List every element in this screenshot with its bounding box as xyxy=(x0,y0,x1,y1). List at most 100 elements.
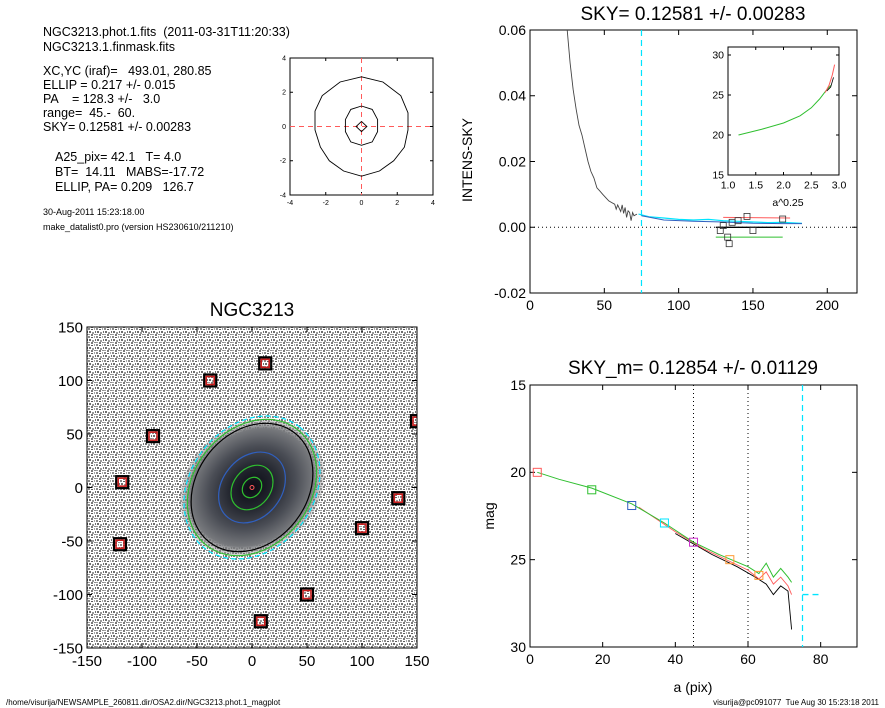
mask-square-inner xyxy=(260,358,271,369)
y-tick-label: 0.06 xyxy=(499,22,526,38)
mask-square-outer xyxy=(145,429,161,444)
footer-user: visurija@pc091077 Tue Aug 30 15:23:18 20… xyxy=(713,698,879,707)
mask-square-outer xyxy=(112,537,128,552)
param2-line: ELLIP, PA= 0.209 126.7 xyxy=(55,180,194,194)
mask-square-inner xyxy=(117,477,127,487)
x-axis-label: a (pix) xyxy=(674,679,713,695)
file-title: NGC3213.phot.1.fits (2011-03-31T11:20:33… xyxy=(43,25,290,39)
mag-sample-marker xyxy=(587,485,597,495)
mag-sample-marker xyxy=(659,518,669,528)
intensity-profile-line xyxy=(566,30,638,221)
sky-cyan-line xyxy=(638,213,803,224)
y-tick-label: 25 xyxy=(712,90,724,102)
mag-sample-marker xyxy=(532,467,542,477)
x-tick-label: 50 xyxy=(597,297,613,313)
sky-sample-marker xyxy=(743,213,751,220)
y-tick-label: 20 xyxy=(712,130,724,142)
sky-sample-marker xyxy=(749,227,757,234)
x-tick-label: -4 xyxy=(287,200,293,207)
x-tick-label: 100 xyxy=(349,653,374,670)
mag-black-line xyxy=(675,533,793,630)
magnitude-plot: 0 20 40 60 80 15 20 25 30 xyxy=(510,377,858,667)
image-area xyxy=(87,327,417,648)
y-axis-label: mag xyxy=(481,502,497,529)
y-tick-label: 2 xyxy=(282,90,286,97)
chart-title: SKY_m= 0.12854 +/- 0.01129 xyxy=(568,358,818,379)
isophote-contour xyxy=(344,105,379,146)
y-tick-label: -0.02 xyxy=(494,285,526,301)
contour-plot: -4 -2 0 2 4 -4 -2 0 2 4 xyxy=(280,55,435,207)
sky-sample-marker xyxy=(724,233,732,241)
mask-square-inner xyxy=(393,493,404,504)
y-tick-label: 0.02 xyxy=(499,153,526,169)
param-line: range= 45.- 60. xyxy=(43,106,136,120)
isophote-ellipse xyxy=(190,422,314,553)
mag-sample-marker xyxy=(725,555,735,565)
y-tick-label: 0.00 xyxy=(499,219,526,235)
x-tick-label: 100 xyxy=(667,297,691,313)
x-axis-label: a^0.25 xyxy=(772,197,803,209)
chart-title: SKY= 0.12581 +/- 0.00283 xyxy=(580,4,805,25)
mag-sample-marker xyxy=(754,570,764,580)
x-tick-label: 2 xyxy=(395,200,399,207)
sky-red-line xyxy=(723,216,791,219)
sky-sample-marker xyxy=(719,222,727,230)
mask-square-inner xyxy=(255,616,266,627)
mag-sample-marker xyxy=(627,501,637,511)
y-tick-label: 100 xyxy=(58,373,83,390)
sky-sample-marker xyxy=(734,217,742,225)
sky-series xyxy=(530,30,857,293)
sky-blue-line xyxy=(641,215,802,225)
x-tick-label: 50 xyxy=(299,653,316,670)
x-tick-label: 4 xyxy=(431,200,435,207)
x-tick-label: 20 xyxy=(595,651,611,667)
mask-filename: NGC3213.1.finmask.fits xyxy=(43,40,175,54)
mask-square-outer xyxy=(203,373,218,388)
isophote-contour xyxy=(314,76,409,177)
param-line: ELLIP = 0.217 +/- 0.015 xyxy=(43,78,176,92)
x-tick-label: 1.0 xyxy=(721,180,736,192)
param2-line: A25_pix= 42.1 T= 4.0 xyxy=(55,150,182,164)
x-tick-label: 60 xyxy=(740,651,756,667)
mask-square-outer xyxy=(253,614,268,629)
x-tick-label: 0 xyxy=(526,651,534,667)
mask-square-outer xyxy=(258,356,273,371)
galaxy-image-plot: -150 -100 -50 0 50 100 150 -150 -100 -50 0 50 100 150 xyxy=(53,319,430,670)
mask-square-inner xyxy=(148,431,158,441)
y-tick-label: -50 xyxy=(61,533,83,550)
param-line: XC,YC (iraf)= 493.01, 280.85 xyxy=(43,64,212,78)
isophote-ellipse xyxy=(186,418,318,557)
isophote-contour xyxy=(355,121,368,133)
y-tick-label: -150 xyxy=(53,640,83,657)
y-tick-label: -4 xyxy=(280,192,286,199)
y-tick-label: -2 xyxy=(280,158,286,165)
y-tick-label: 15 xyxy=(712,170,724,182)
inset-black-line xyxy=(826,77,834,92)
mag-series xyxy=(532,385,821,647)
footer-path: /home/visurija/NEWSAMPLE_260811.dir/OSA2… xyxy=(6,698,281,707)
y-axis-label: INTENS-SKY xyxy=(459,117,475,202)
mask-square-outer xyxy=(299,587,315,602)
mask-square-inner xyxy=(357,523,367,533)
y-tick-label: 0 xyxy=(75,480,83,497)
mask-square-outer xyxy=(409,414,417,429)
sky-plot: 0 50 100 150 200 -0.02 0.00 0.02 0.04 0.06 xyxy=(494,22,858,313)
mask-square-inner xyxy=(302,589,312,600)
inset-red-line xyxy=(824,64,836,93)
isophote-ellipse xyxy=(218,451,286,524)
x-tick-label: 150 xyxy=(741,297,765,313)
sky-sample-marker xyxy=(725,240,733,248)
isophote-ellipse xyxy=(183,415,321,560)
param-line: PA = 128.3 +/- 3.0 xyxy=(43,92,161,106)
x-tick-label: 150 xyxy=(404,653,429,670)
isophote-ellipse xyxy=(241,476,263,499)
y-tick-label: 30 xyxy=(510,639,526,655)
y-tick-label: 4 xyxy=(282,55,286,62)
mask-square-inner xyxy=(205,375,215,386)
run-date: 30-Aug-2011 15:23:18.00 xyxy=(43,207,145,217)
mag-sample-marker xyxy=(689,537,698,547)
x-tick-label: -50 xyxy=(186,653,208,670)
x-tick-label: 200 xyxy=(816,297,840,313)
galaxy-body xyxy=(179,418,325,557)
